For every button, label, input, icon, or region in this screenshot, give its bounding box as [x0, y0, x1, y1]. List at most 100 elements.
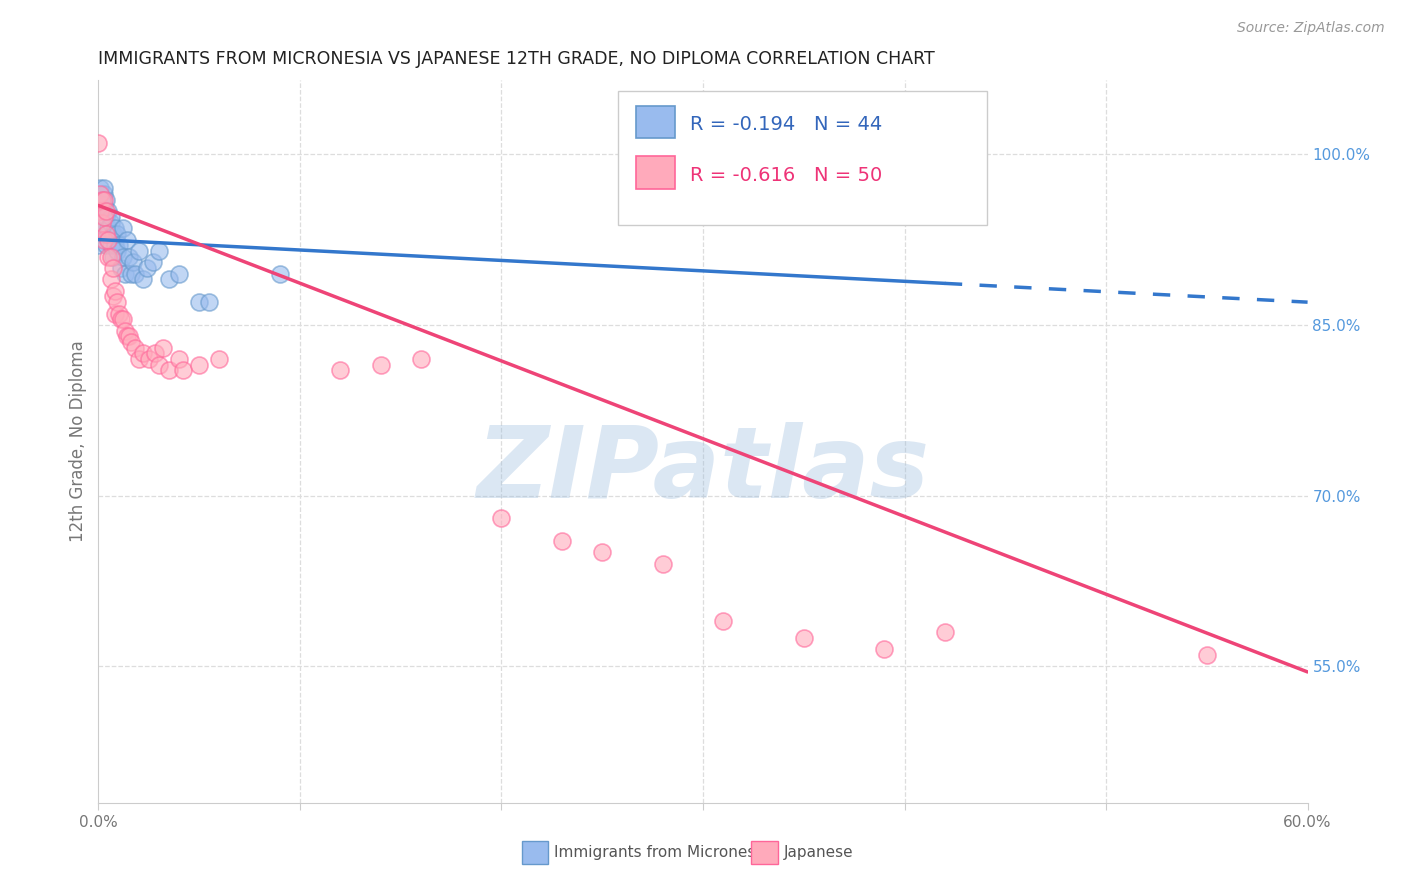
Point	[143, 346, 166, 360]
Point	[96, 227, 118, 241]
Point	[89, 204, 111, 219]
Text: Source: ZipAtlas.com: Source: ZipAtlas.com	[1237, 21, 1385, 35]
Point	[110, 260, 132, 275]
Bar	[522, 841, 548, 864]
Point	[114, 267, 136, 281]
Point	[491, 511, 513, 525]
Point	[269, 267, 291, 281]
Point	[157, 363, 180, 377]
Point	[97, 227, 120, 241]
Bar	[637, 105, 675, 138]
Point	[198, 295, 221, 310]
Point	[142, 255, 165, 269]
Point	[120, 267, 142, 281]
Point	[329, 363, 352, 377]
Point	[91, 193, 114, 207]
Point	[91, 193, 114, 207]
Point	[128, 244, 150, 258]
Point	[115, 329, 138, 343]
Point	[100, 250, 122, 264]
Point	[97, 233, 120, 247]
Point	[124, 267, 146, 281]
Point	[100, 238, 122, 252]
Bar	[637, 156, 675, 189]
Point	[111, 221, 134, 235]
Point	[93, 193, 115, 207]
Point	[105, 244, 128, 258]
Point	[793, 631, 815, 645]
Point	[551, 534, 574, 549]
Point	[188, 358, 211, 372]
Text: Japanese: Japanese	[785, 845, 853, 860]
Point	[97, 221, 120, 235]
Point	[103, 284, 125, 298]
Point	[115, 233, 138, 247]
Point	[89, 204, 111, 219]
Point	[121, 255, 143, 269]
Point	[138, 352, 160, 367]
Point	[152, 341, 174, 355]
Point	[93, 181, 115, 195]
Point	[87, 238, 110, 252]
Point	[111, 312, 134, 326]
Point	[120, 334, 142, 349]
Point	[167, 267, 190, 281]
Point	[103, 306, 125, 320]
Point	[103, 221, 125, 235]
Point	[118, 250, 141, 264]
Point	[188, 295, 211, 310]
Point	[132, 346, 155, 360]
Point	[591, 545, 613, 559]
Point	[91, 221, 114, 235]
Point	[89, 187, 111, 202]
Point	[110, 312, 132, 326]
Text: Immigrants from Micronesia: Immigrants from Micronesia	[554, 845, 769, 860]
Point	[96, 238, 118, 252]
Text: R = -0.194   N = 44: R = -0.194 N = 44	[690, 115, 882, 134]
Point	[1195, 648, 1218, 662]
Point	[93, 187, 115, 202]
Point	[172, 363, 194, 377]
Point	[97, 250, 120, 264]
Point	[157, 272, 180, 286]
Text: R = -0.616   N = 50: R = -0.616 N = 50	[690, 166, 882, 185]
Point	[91, 204, 114, 219]
Point	[409, 352, 432, 367]
Y-axis label: 12th Grade, No Diploma: 12th Grade, No Diploma	[69, 341, 87, 542]
Point	[96, 210, 118, 224]
FancyBboxPatch shape	[619, 91, 987, 225]
Point	[100, 210, 122, 224]
Point	[873, 642, 896, 657]
Point	[101, 289, 124, 303]
Point	[934, 625, 956, 640]
Point	[97, 204, 120, 219]
Point	[711, 614, 734, 628]
Point	[87, 136, 110, 150]
Point	[96, 204, 118, 219]
Point	[114, 324, 136, 338]
Point	[105, 227, 128, 241]
Point	[135, 260, 157, 275]
Point	[148, 244, 170, 258]
Point	[100, 272, 122, 286]
Point	[93, 198, 115, 212]
Point	[93, 210, 115, 224]
Point	[96, 193, 118, 207]
Point	[111, 250, 134, 264]
Bar	[751, 841, 778, 864]
Point	[651, 557, 673, 571]
Point	[101, 227, 124, 241]
Point	[128, 352, 150, 367]
Point	[103, 238, 125, 252]
Point	[118, 329, 141, 343]
Point	[148, 358, 170, 372]
Point	[100, 215, 122, 229]
Point	[101, 260, 124, 275]
Point	[167, 352, 190, 367]
Text: ZIPatlas: ZIPatlas	[477, 422, 929, 519]
Point	[107, 306, 129, 320]
Point	[93, 233, 115, 247]
Point	[89, 181, 111, 195]
Point	[107, 238, 129, 252]
Point	[124, 341, 146, 355]
